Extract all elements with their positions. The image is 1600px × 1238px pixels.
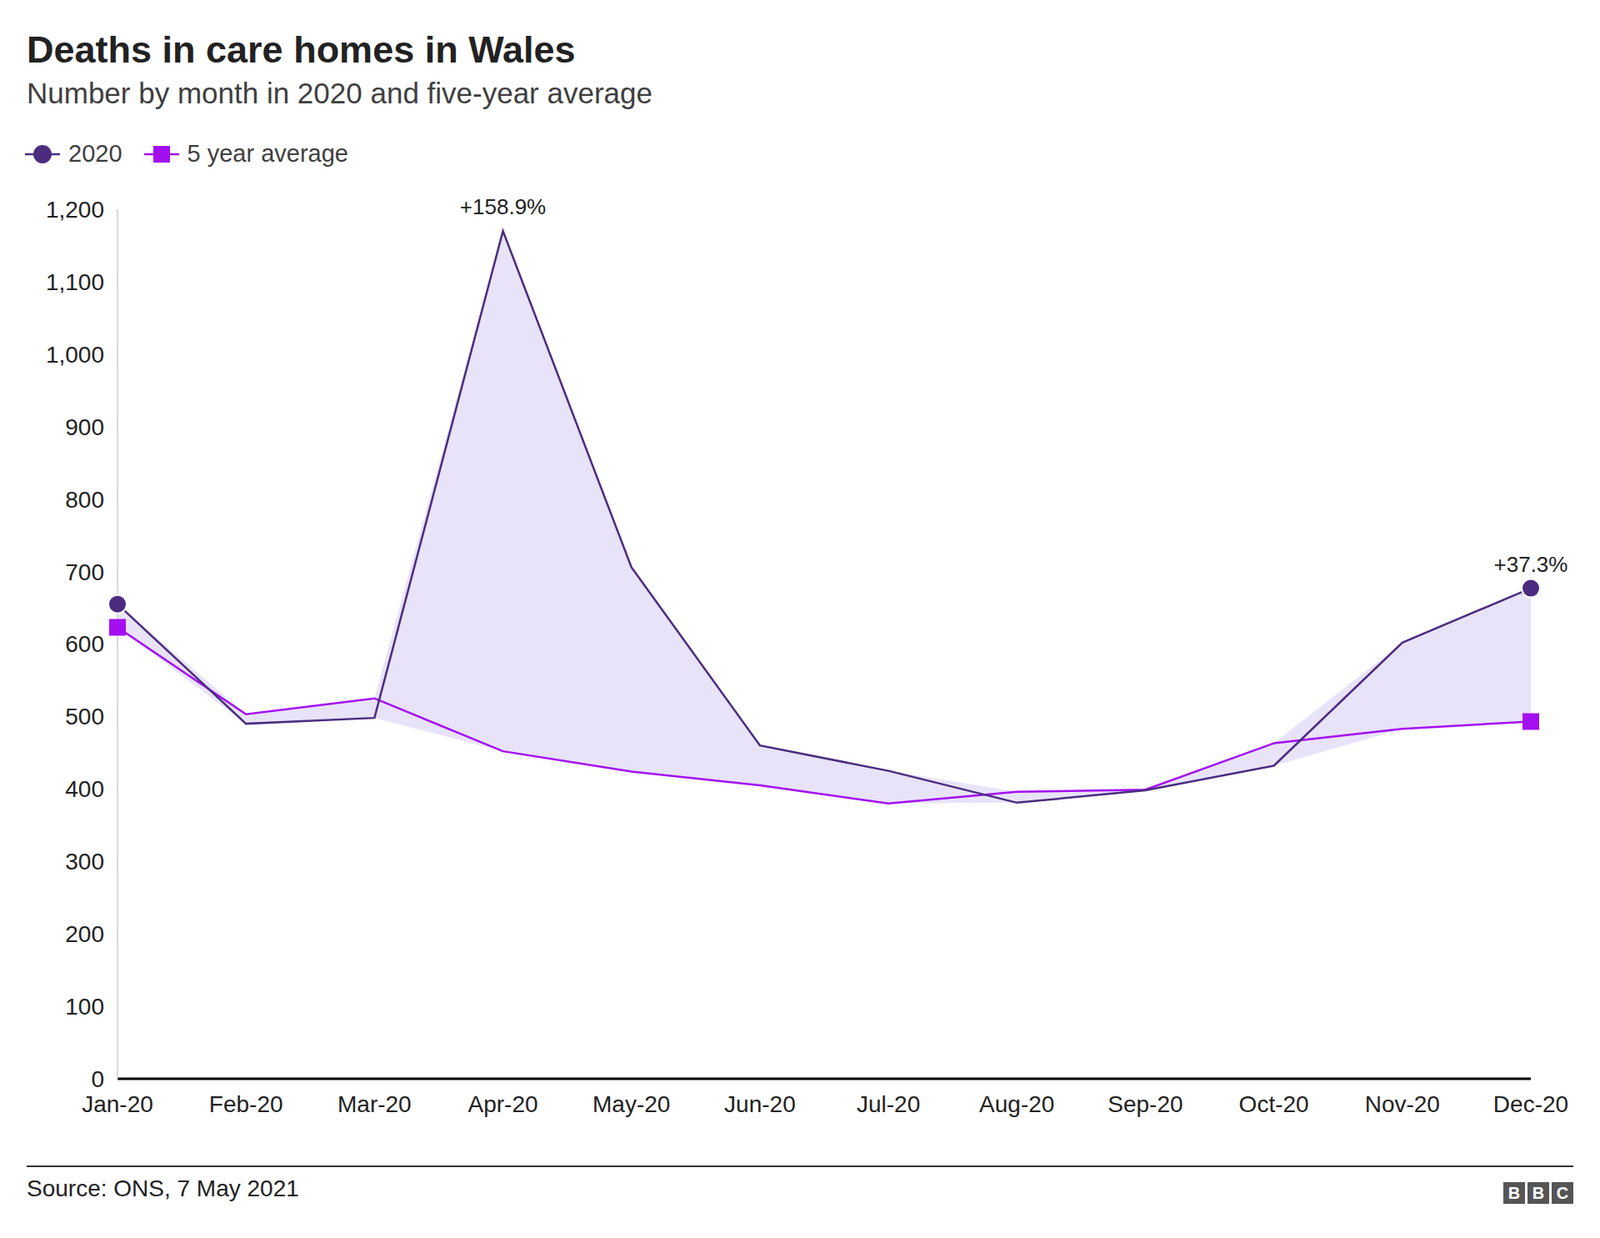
svg-text:+37.3%: +37.3% bbox=[1494, 551, 1569, 577]
svg-text:500: 500 bbox=[65, 703, 105, 730]
svg-text:600: 600 bbox=[65, 630, 105, 657]
svg-text:Mar-20: Mar-20 bbox=[337, 1090, 412, 1117]
html-text:Number by month in 2020 and fi: Number by month in 2020 and five-year av… bbox=[26, 76, 653, 110]
html-text:Deaths in care homes in Wales: Deaths in care homes in Wales bbox=[26, 28, 576, 71]
html-text:C: C bbox=[1556, 1183, 1569, 1202]
svg-text:400: 400 bbox=[65, 775, 105, 802]
html-text:B: B bbox=[1508, 1183, 1521, 1202]
svg-text:Jun-20: Jun-20 bbox=[724, 1090, 796, 1117]
svg-text:1,200: 1,200 bbox=[45, 196, 105, 223]
html-text:Source: ONS, 7 May 2021: Source: ONS, 7 May 2021 bbox=[26, 1175, 299, 1201]
svg-text:0: 0 bbox=[90, 1065, 105, 1092]
svg-text:Jul-20: Jul-20 bbox=[856, 1090, 920, 1117]
svg-text:1,100: 1,100 bbox=[45, 269, 105, 295]
svg-text:100: 100 bbox=[65, 993, 105, 1020]
svg-text:200: 200 bbox=[65, 920, 105, 947]
svg-text:Aug-20: Aug-20 bbox=[979, 1090, 1055, 1117]
svg-text:800: 800 bbox=[65, 486, 105, 513]
html-text:B: B bbox=[1532, 1183, 1545, 1202]
svg-text:Dec-20: Dec-20 bbox=[1493, 1090, 1569, 1117]
svg-text:Apr-20: Apr-20 bbox=[468, 1090, 539, 1117]
svg-text:+158.9%: +158.9% bbox=[460, 194, 546, 220]
svg-text:900: 900 bbox=[65, 414, 105, 440]
svg-text:Oct-20: Oct-20 bbox=[1239, 1090, 1310, 1117]
svg-text:May-20: May-20 bbox=[592, 1090, 670, 1117]
svg-text:Sep-20: Sep-20 bbox=[1107, 1090, 1183, 1117]
svg-text:300: 300 bbox=[65, 848, 105, 875]
svg-text:Feb-20: Feb-20 bbox=[209, 1090, 284, 1117]
svg-text:700: 700 bbox=[65, 559, 105, 585]
svg-text:1,000: 1,000 bbox=[45, 341, 105, 368]
svg-text:Jan-20: Jan-20 bbox=[81, 1090, 154, 1117]
html-text:2020: 2020 bbox=[68, 140, 123, 167]
svg-text:Nov-20: Nov-20 bbox=[1365, 1090, 1440, 1117]
html-text:5 year average: 5 year average bbox=[187, 140, 349, 167]
